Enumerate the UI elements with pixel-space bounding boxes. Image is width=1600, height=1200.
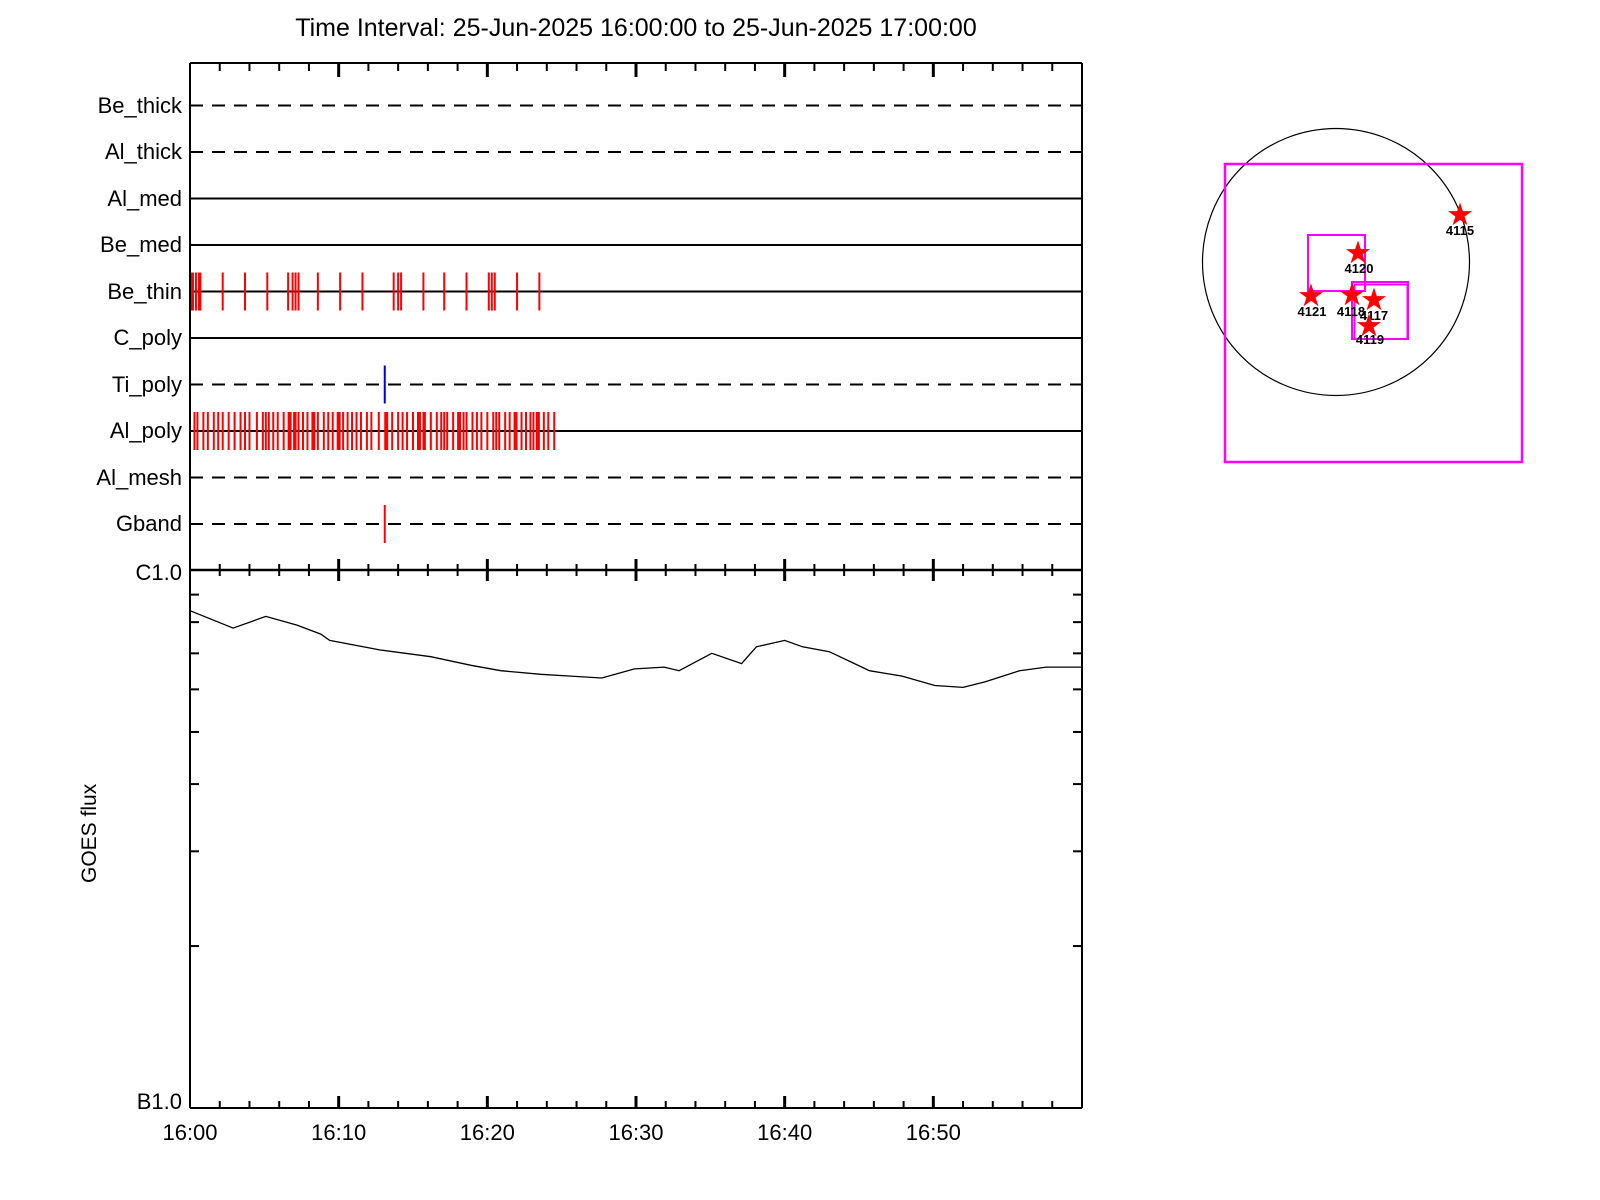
x-tick-label-16-50: 16:50	[905, 1120, 961, 1145]
filter-row-label-c-poly: C_poly	[113, 325, 182, 350]
flare-star-4120	[1345, 240, 1371, 264]
filter-row-label-al-thick: Al_thick	[104, 139, 182, 164]
flare-star-4115	[1447, 202, 1473, 226]
x-tick-label-16-10: 16:10	[311, 1120, 367, 1145]
flare-label-4120: 4120	[1345, 261, 1374, 276]
x-tick-label-16-40: 16:40	[757, 1120, 813, 1145]
filter-row-label-be-med: Be_med	[100, 232, 182, 257]
flare-star-4117	[1361, 287, 1387, 311]
filter-row-label-ti-poly: Ti_poly	[111, 371, 182, 397]
x-tick-label-16-20: 16:20	[459, 1120, 515, 1145]
flare-label-4121: 4121	[1298, 304, 1327, 319]
goes-flux-curve	[189, 610, 1082, 689]
filter-row-label-gband: Gband	[115, 511, 182, 536]
goes-ybottom-label: B1.0	[136, 1089, 182, 1114]
filter-row-label-al-med: Al_med	[107, 185, 182, 211]
filter-row-label-be-thin: Be_thin	[107, 278, 182, 304]
solar-limb-circle	[1201, 127, 1471, 397]
filter-row-label-be-thick: Be_thick	[97, 92, 182, 118]
fov-rect-0	[1223, 162, 1524, 464]
flare-label-4117: 4117	[1360, 308, 1388, 323]
flare-label-4115: 4115	[1446, 223, 1474, 238]
goes-ytop-label: C1.0	[135, 560, 182, 585]
flare-label-4119: 4119	[1356, 332, 1384, 347]
fov-rect-1	[1307, 234, 1366, 292]
x-tick-label-16-30: 16:30	[608, 1120, 664, 1145]
flare-star-4119	[1356, 313, 1382, 337]
flare-label-4118: 4118	[1337, 304, 1365, 319]
plot-title: Time Interval: 25-Jun-2025 16:00:00 to 2…	[295, 14, 977, 42]
filter-row-label-al-poly: Al_poly	[109, 418, 182, 443]
x-tick-label-16-00: 16:00	[162, 1120, 218, 1145]
flare-star-4118	[1339, 282, 1365, 306]
filter-row-label-al-mesh: Al_mesh	[96, 464, 182, 490]
fov-rect-3	[1353, 283, 1409, 340]
flare-star-4121	[1298, 283, 1324, 307]
